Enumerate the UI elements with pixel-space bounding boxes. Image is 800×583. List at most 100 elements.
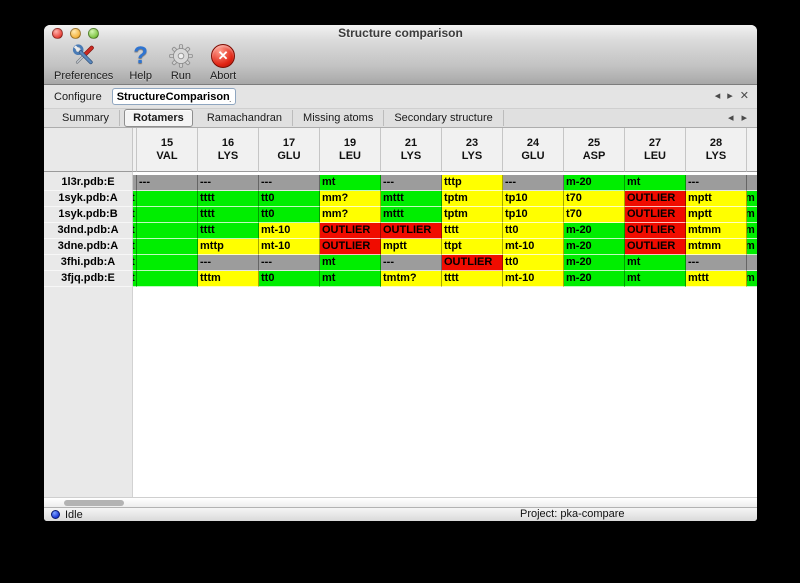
column-header-19[interactable]: 19 LEU	[320, 128, 381, 172]
rotamer-cell[interactable]	[137, 223, 198, 239]
rotamer-cell-clipped[interactable]: m	[747, 191, 757, 207]
rotamer-cell[interactable]	[137, 239, 198, 255]
rotamer-cell[interactable]: tttt	[198, 191, 259, 207]
column-header-27[interactable]: 27 LEU	[625, 128, 686, 172]
rotamer-cell-clipped[interactable]: m	[747, 239, 757, 255]
rotamer-cell[interactable]: ---	[137, 175, 198, 191]
forward-arrow-icon[interactable]: ▸	[727, 90, 733, 102]
rotamer-cell[interactable]: mt	[320, 271, 381, 287]
structure-row-label[interactable]: 1syk.pdb:B	[44, 207, 133, 223]
rotamer-cell[interactable]: t70	[564, 207, 625, 223]
rotamer-cell[interactable]: mt-10	[503, 239, 564, 255]
tab-rotamers[interactable]: Rotamers	[124, 109, 193, 127]
rotamer-cell[interactable]: ---	[198, 255, 259, 271]
rotamer-cell[interactable]: tttt	[442, 271, 503, 287]
rotamer-cell[interactable]: tt0	[259, 207, 320, 223]
rotamer-cell-clipped[interactable]: t	[133, 207, 137, 223]
column-header-21[interactable]: 21 LYS	[381, 128, 442, 172]
rotamer-cell[interactable]: ---	[198, 175, 259, 191]
column-header-25[interactable]: 25 ASP	[564, 128, 625, 172]
rotamer-cell[interactable]: mptt	[381, 239, 442, 255]
close-window-button[interactable]	[52, 28, 63, 39]
tab-summary[interactable]: Summary	[52, 110, 121, 126]
close-pane-icon[interactable]: ✕	[739, 90, 749, 102]
rotamer-cell-clipped[interactable]: t	[133, 271, 137, 287]
rotamer-cell[interactable]: tp10	[503, 207, 564, 223]
tab-secondary-structure[interactable]: Secondary structure	[384, 110, 504, 126]
rotamer-cell[interactable]: ttpt	[442, 239, 503, 255]
horizontal-scrollbar[interactable]	[44, 497, 757, 507]
rotamer-cell[interactable]: mt	[320, 175, 381, 191]
rotamer-cell[interactable]: t70	[564, 191, 625, 207]
rotamer-cell[interactable]: ---	[259, 255, 320, 271]
rotamer-cell[interactable]: mptt	[686, 207, 747, 223]
rotamer-cell[interactable]	[137, 207, 198, 223]
rotamer-cell[interactable]	[137, 271, 198, 287]
rotamer-cell[interactable]: mt	[320, 255, 381, 271]
rotamer-cell[interactable]: m-20	[564, 175, 625, 191]
rotamer-cell-clipped[interactable]: m	[747, 223, 757, 239]
rotamer-cell[interactable]: tmtm?	[381, 271, 442, 287]
rotamer-cell[interactable]: OUTLIER	[320, 223, 381, 239]
tab-missing-atoms[interactable]: Missing atoms	[293, 110, 385, 126]
run-button[interactable]: Run	[168, 42, 194, 82]
minimize-window-button[interactable]	[70, 28, 81, 39]
rotamer-cell[interactable]: mt	[625, 175, 686, 191]
rotamer-cell[interactable]: ---	[686, 255, 747, 271]
rotamer-cell[interactable]: tttt	[198, 223, 259, 239]
rotamer-cell[interactable]: OUTLIER	[625, 191, 686, 207]
zoom-window-button[interactable]	[88, 28, 99, 39]
rotamer-cell[interactable]: ---	[259, 175, 320, 191]
rotamer-cell[interactable]: mt	[625, 271, 686, 287]
tab-forward-arrow-icon[interactable]: ▸	[741, 111, 747, 124]
rotamer-cell-clipped[interactable]: t	[133, 223, 137, 239]
horizontal-scrollbar-thumb[interactable]	[64, 500, 124, 506]
structure-row-label[interactable]: 3dne.pdb:A	[44, 239, 133, 255]
rotamer-cell[interactable]: ---	[381, 175, 442, 191]
rotamer-cell-clipped[interactable]	[747, 255, 757, 271]
rotamer-cell[interactable]: tttt	[198, 207, 259, 223]
rotamer-cell[interactable]: m-20	[564, 255, 625, 271]
rotamer-cell[interactable]	[137, 191, 198, 207]
rotamer-cell[interactable]: m-20	[564, 271, 625, 287]
column-header-28[interactable]: 28 LYS	[686, 128, 747, 172]
rotamer-cell[interactable]: mttt	[381, 207, 442, 223]
tab-ramachandran[interactable]: Ramachandran	[197, 110, 294, 126]
rotamer-cell[interactable]: OUTLIER	[625, 223, 686, 239]
rotamer-cell-clipped[interactable]	[133, 175, 137, 191]
rotamer-cell[interactable]: ---	[686, 175, 747, 191]
rotamer-cell-clipped[interactable]: m	[747, 207, 757, 223]
structure-row-label[interactable]: 1syk.pdb:A	[44, 191, 133, 207]
column-header-15[interactable]: 15 VAL	[137, 128, 198, 172]
rotamer-cell[interactable]: mptt	[686, 191, 747, 207]
structure-row-label[interactable]: 3fjq.pdb:E	[44, 271, 133, 287]
rotamer-cell[interactable]: mt-10	[259, 223, 320, 239]
column-header-24[interactable]: 24 GLU	[503, 128, 564, 172]
rotamer-cell[interactable]: mtmm	[686, 239, 747, 255]
rotamer-cell[interactable]: tt0	[259, 191, 320, 207]
rotamer-cell-clipped[interactable]: t	[133, 255, 137, 271]
structure-row-label[interactable]: 3fhi.pdb:A	[44, 255, 133, 271]
rotamer-cell-clipped[interactable]	[747, 175, 757, 191]
column-header-16[interactable]: 16 LYS	[198, 128, 259, 172]
structure-row-label[interactable]: 3dnd.pdb:A	[44, 223, 133, 239]
rotamer-cell[interactable]: OUTLIER	[320, 239, 381, 255]
rotamer-cell[interactable]: m-20	[564, 239, 625, 255]
rotamer-cell[interactable]: mttt	[686, 271, 747, 287]
rotamer-cell[interactable]: mt-10	[259, 239, 320, 255]
rotamer-cell[interactable]: mt-10	[503, 271, 564, 287]
rotamer-cell[interactable]: tt0	[259, 271, 320, 287]
configure-name-input[interactable]	[111, 88, 236, 105]
titlebar[interactable]: Structure comparison	[44, 25, 757, 41]
rotamer-cell[interactable]: tptm	[442, 207, 503, 223]
rotamer-cell[interactable]: tptm	[442, 191, 503, 207]
rotamer-cell[interactable]: mm?	[320, 191, 381, 207]
rotamer-cell[interactable]: ---	[503, 175, 564, 191]
rotamer-cell[interactable]: tttt	[442, 223, 503, 239]
rotamer-cell[interactable]: mt	[625, 255, 686, 271]
rotamer-cell[interactable]: tt0	[503, 255, 564, 271]
rotamer-cell[interactable]	[137, 255, 198, 271]
rotamer-cell-clipped[interactable]: m	[747, 271, 757, 287]
rotamer-cell[interactable]: ---	[381, 255, 442, 271]
column-header-23[interactable]: 23 LYS	[442, 128, 503, 172]
